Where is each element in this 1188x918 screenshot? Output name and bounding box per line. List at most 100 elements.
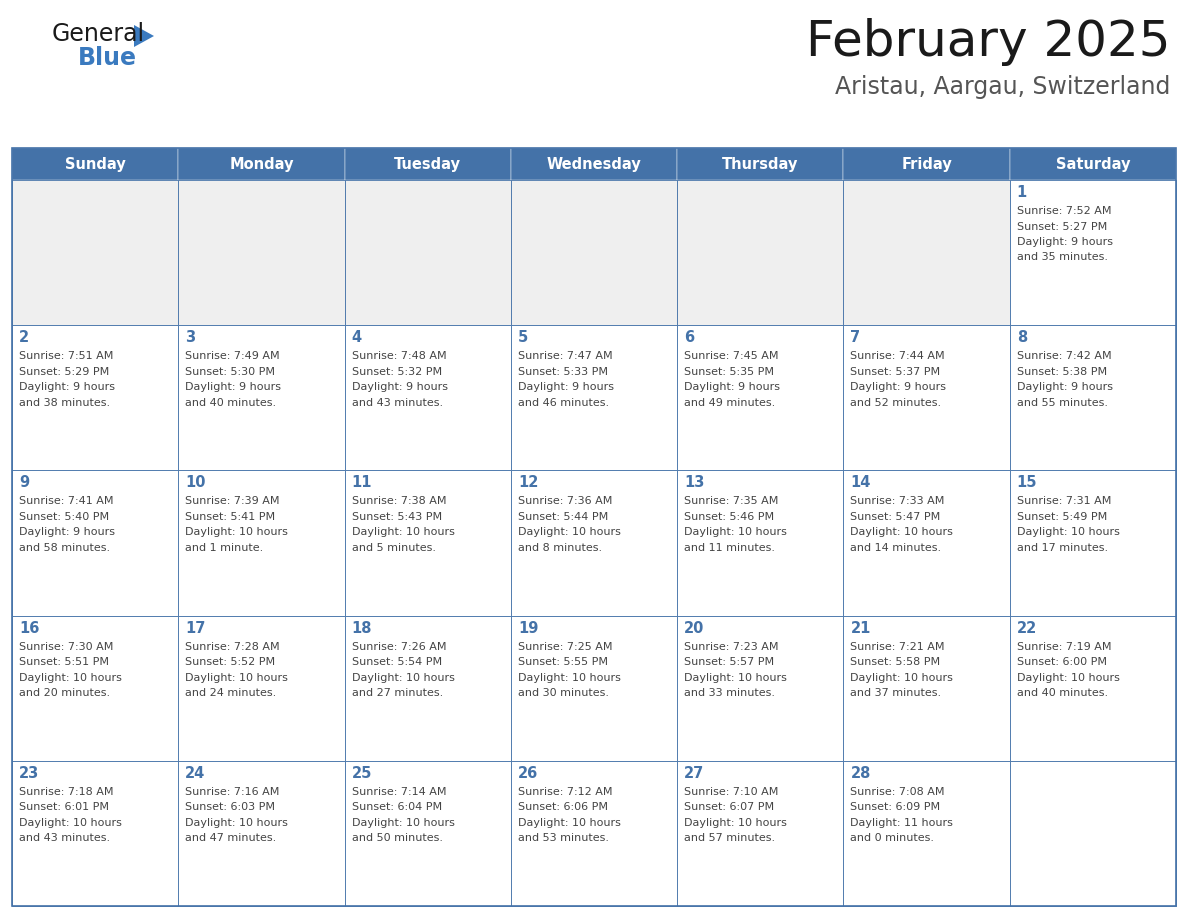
Text: Sunset: 5:44 PM: Sunset: 5:44 PM (518, 512, 608, 522)
Text: Sunset: 5:43 PM: Sunset: 5:43 PM (352, 512, 442, 522)
Text: Daylight: 10 hours: Daylight: 10 hours (185, 528, 289, 537)
Bar (178, 761, 345, 906)
Text: Sunset: 5:47 PM: Sunset: 5:47 PM (851, 512, 941, 522)
Text: and 55 minutes.: and 55 minutes. (1017, 397, 1107, 408)
Bar (12, 470, 178, 616)
Text: and 1 minute.: and 1 minute. (185, 543, 264, 553)
Text: and 58 minutes.: and 58 minutes. (19, 543, 110, 553)
Text: Sunrise: 7:49 AM: Sunrise: 7:49 AM (185, 352, 280, 361)
Text: Daylight: 10 hours: Daylight: 10 hours (518, 818, 621, 828)
Text: 18: 18 (352, 621, 372, 635)
Text: and 27 minutes.: and 27 minutes. (352, 688, 443, 698)
Text: February 2025: February 2025 (805, 18, 1170, 66)
Bar (12, 180, 178, 325)
Text: 17: 17 (185, 621, 206, 635)
Text: Sunrise: 7:36 AM: Sunrise: 7:36 AM (518, 497, 612, 507)
Text: 19: 19 (518, 621, 538, 635)
Text: Friday: Friday (902, 156, 952, 172)
Text: Daylight: 11 hours: Daylight: 11 hours (851, 818, 953, 828)
Bar (12, 761, 178, 906)
Bar (677, 616, 843, 761)
Text: Sunset: 5:51 PM: Sunset: 5:51 PM (19, 657, 109, 667)
Bar (1010, 180, 1176, 325)
Text: Sunrise: 7:47 AM: Sunrise: 7:47 AM (518, 352, 613, 361)
Text: and 47 minutes.: and 47 minutes. (185, 834, 277, 844)
Text: Sunset: 5:35 PM: Sunset: 5:35 PM (684, 366, 775, 376)
Text: Sunrise: 7:39 AM: Sunrise: 7:39 AM (185, 497, 280, 507)
Text: Sunrise: 7:25 AM: Sunrise: 7:25 AM (518, 642, 612, 652)
Bar (178, 180, 345, 325)
Text: Sunrise: 7:26 AM: Sunrise: 7:26 AM (352, 642, 446, 652)
Text: Sunset: 5:40 PM: Sunset: 5:40 PM (19, 512, 109, 522)
Text: Sunset: 5:52 PM: Sunset: 5:52 PM (185, 657, 276, 667)
Text: and 14 minutes.: and 14 minutes. (851, 543, 942, 553)
Bar (511, 761, 677, 906)
Text: Sunset: 5:32 PM: Sunset: 5:32 PM (352, 366, 442, 376)
Text: Sunrise: 7:30 AM: Sunrise: 7:30 AM (19, 642, 113, 652)
Bar (345, 761, 511, 906)
Text: Daylight: 10 hours: Daylight: 10 hours (851, 528, 953, 537)
Text: Sunday: Sunday (65, 156, 126, 172)
Text: Sunset: 6:04 PM: Sunset: 6:04 PM (352, 802, 442, 812)
Text: and 5 minutes.: and 5 minutes. (352, 543, 436, 553)
Text: Thursday: Thursday (722, 156, 798, 172)
Text: Sunset: 5:37 PM: Sunset: 5:37 PM (851, 366, 941, 376)
Text: Sunset: 5:38 PM: Sunset: 5:38 PM (1017, 366, 1107, 376)
Bar (677, 325, 843, 470)
Text: Aristau, Aargau, Switzerland: Aristau, Aargau, Switzerland (835, 75, 1170, 99)
Text: Sunrise: 7:16 AM: Sunrise: 7:16 AM (185, 787, 279, 797)
Text: Monday: Monday (229, 156, 293, 172)
Text: Sunset: 5:58 PM: Sunset: 5:58 PM (851, 657, 941, 667)
Text: Sunset: 6:01 PM: Sunset: 6:01 PM (19, 802, 109, 812)
Text: Sunrise: 7:52 AM: Sunrise: 7:52 AM (1017, 206, 1111, 216)
Text: Sunset: 5:46 PM: Sunset: 5:46 PM (684, 512, 775, 522)
Text: 5: 5 (518, 330, 529, 345)
Text: Sunrise: 7:41 AM: Sunrise: 7:41 AM (19, 497, 114, 507)
Text: Daylight: 10 hours: Daylight: 10 hours (518, 673, 621, 683)
Bar (345, 470, 511, 616)
Bar (345, 616, 511, 761)
Bar (843, 148, 1010, 180)
Text: Sunrise: 7:08 AM: Sunrise: 7:08 AM (851, 787, 944, 797)
Bar (1010, 761, 1176, 906)
Text: 22: 22 (1017, 621, 1037, 635)
Text: Daylight: 10 hours: Daylight: 10 hours (185, 818, 289, 828)
Bar (677, 148, 843, 180)
Text: and 35 minutes.: and 35 minutes. (1017, 252, 1107, 263)
Text: and 17 minutes.: and 17 minutes. (1017, 543, 1108, 553)
Text: Daylight: 10 hours: Daylight: 10 hours (518, 528, 621, 537)
Text: Daylight: 9 hours: Daylight: 9 hours (19, 528, 115, 537)
Text: and 20 minutes.: and 20 minutes. (19, 688, 110, 698)
Text: Sunset: 5:29 PM: Sunset: 5:29 PM (19, 366, 109, 376)
Text: and 0 minutes.: and 0 minutes. (851, 834, 935, 844)
Text: 21: 21 (851, 621, 871, 635)
Text: and 57 minutes.: and 57 minutes. (684, 834, 776, 844)
Text: Tuesday: Tuesday (394, 156, 461, 172)
Bar (345, 325, 511, 470)
Text: Sunrise: 7:51 AM: Sunrise: 7:51 AM (19, 352, 113, 361)
Text: and 40 minutes.: and 40 minutes. (1017, 688, 1108, 698)
Text: 1: 1 (1017, 185, 1026, 200)
Text: Daylight: 10 hours: Daylight: 10 hours (352, 818, 455, 828)
Bar (843, 761, 1010, 906)
Bar (677, 761, 843, 906)
Text: 11: 11 (352, 476, 372, 490)
Text: General: General (52, 22, 145, 46)
Text: Sunrise: 7:23 AM: Sunrise: 7:23 AM (684, 642, 778, 652)
Bar (677, 180, 843, 325)
Text: and 52 minutes.: and 52 minutes. (851, 397, 942, 408)
Text: Daylight: 10 hours: Daylight: 10 hours (19, 818, 122, 828)
Text: Daylight: 9 hours: Daylight: 9 hours (352, 382, 448, 392)
Text: Daylight: 10 hours: Daylight: 10 hours (352, 673, 455, 683)
Bar (843, 180, 1010, 325)
Bar (178, 148, 345, 180)
Bar (1010, 616, 1176, 761)
Text: Daylight: 10 hours: Daylight: 10 hours (1017, 528, 1119, 537)
Text: 26: 26 (518, 766, 538, 781)
Text: 15: 15 (1017, 476, 1037, 490)
Text: 12: 12 (518, 476, 538, 490)
Text: Daylight: 10 hours: Daylight: 10 hours (1017, 673, 1119, 683)
Text: Daylight: 9 hours: Daylight: 9 hours (19, 382, 115, 392)
Bar (12, 325, 178, 470)
Text: Daylight: 10 hours: Daylight: 10 hours (19, 673, 122, 683)
